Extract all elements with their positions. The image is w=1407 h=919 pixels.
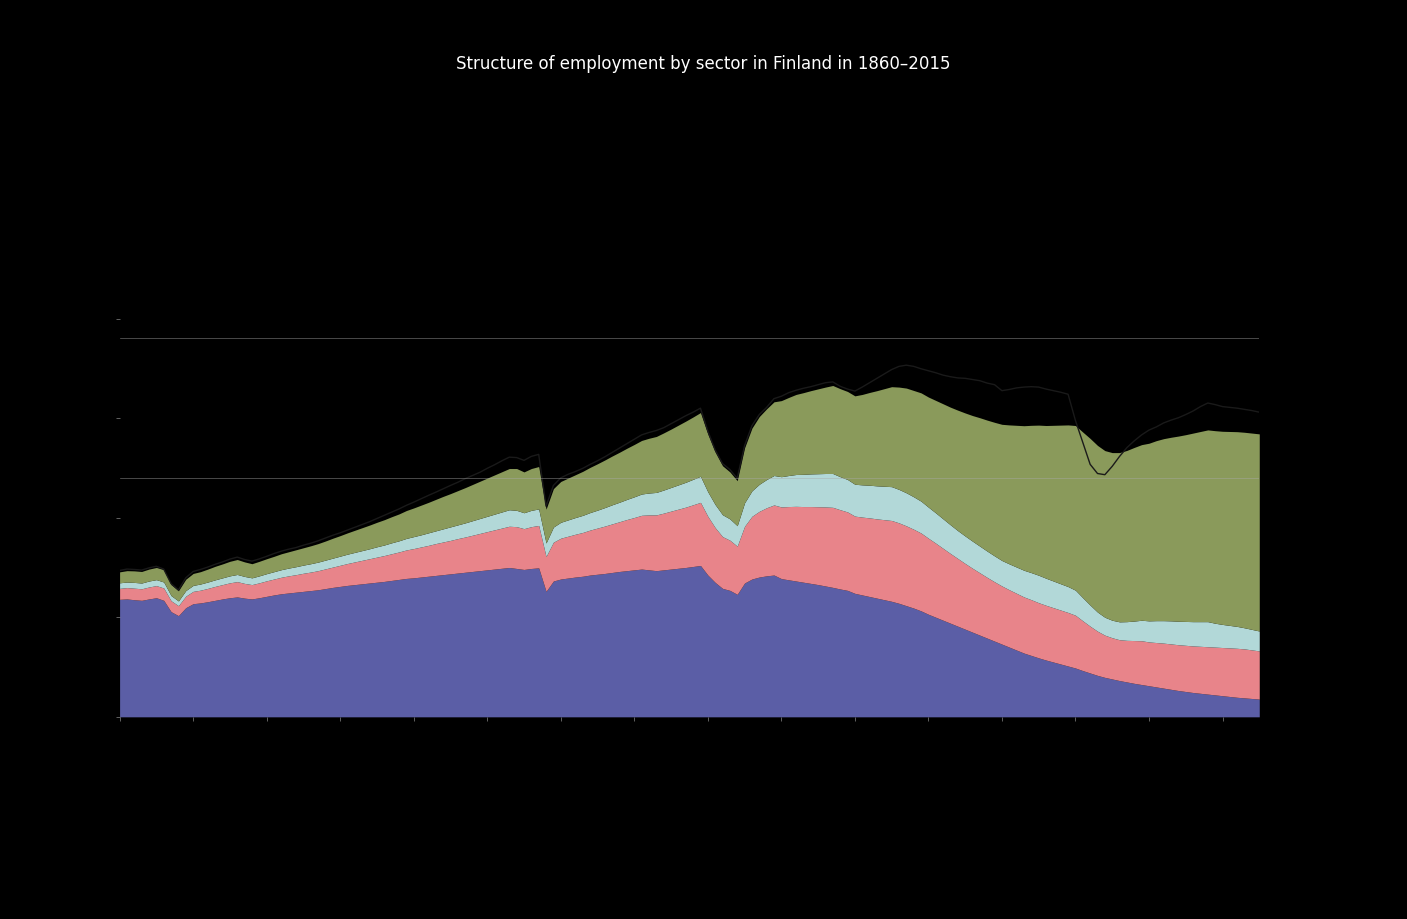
Text: Structure of employment by sector in Finland in 1860–2015: Structure of employment by sector in Fin… [456, 55, 951, 74]
